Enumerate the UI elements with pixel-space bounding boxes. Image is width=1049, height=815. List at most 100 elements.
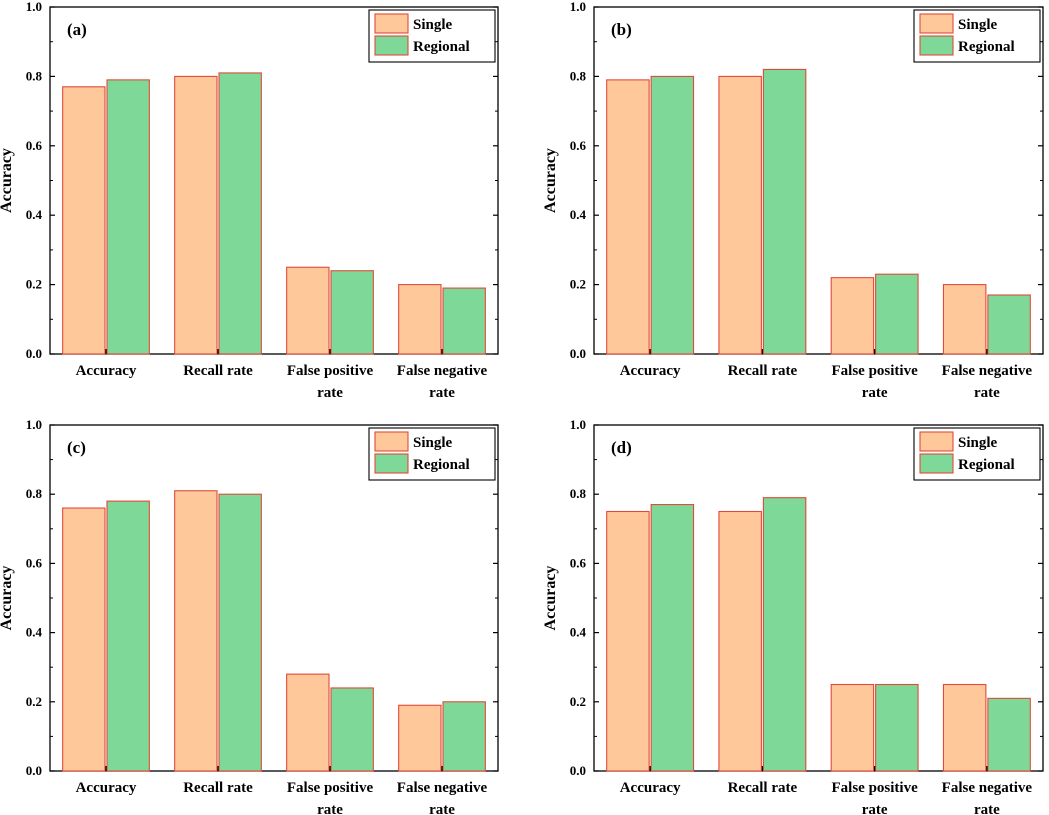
y-tick-label: 0.6	[26, 555, 43, 570]
bar-single-1: Single: 0.8	[718, 75, 762, 355]
y-tick-label: 0.4	[570, 207, 587, 222]
bar-single-1: Single: 0.75	[718, 510, 762, 772]
x-tick-label: False positive	[832, 780, 919, 796]
legend-swatch-regional	[374, 35, 409, 56]
y-tick-label: 0.2	[26, 694, 42, 709]
x-tick-label: rate	[429, 802, 455, 815]
bar-single-0: Single: 0.77	[62, 86, 106, 355]
x-tick-label: rate	[317, 802, 343, 815]
legend-label-single: Single	[413, 435, 453, 451]
bar-regional-1: Regional: 0.8	[218, 493, 262, 772]
legend-swatch-single	[919, 431, 954, 452]
legend-swatch-regional	[374, 453, 409, 474]
y-tick-label: 0.2	[570, 694, 586, 709]
legend-label-single: Single	[958, 435, 998, 451]
bar-single-0: Single: 0.76	[62, 507, 106, 772]
legend-swatch-regional	[919, 35, 954, 56]
bar-single-0: Single: 0.79	[606, 79, 650, 355]
x-tick-label: Accuracy	[76, 780, 137, 796]
y-axis-label: Accuracy	[0, 566, 15, 631]
legend-swatch-single	[374, 13, 409, 34]
y-tick-label: 1.0	[26, 0, 42, 14]
legend-swatch-single	[374, 431, 409, 452]
panel-title: (a)	[67, 20, 87, 39]
bar-regional-1: Regional: 0.82	[762, 68, 807, 355]
x-tick-label: rate	[974, 802, 1000, 815]
x-tick-label: Recall rate	[728, 780, 798, 796]
legend-label-regional: Regional	[958, 39, 1015, 55]
bar-regional-2: Regional: 0.24	[330, 270, 374, 355]
bar-regional-3: Regional: 0.19	[442, 287, 486, 355]
x-tick-label: rate	[862, 385, 888, 401]
legend-swatch-regional	[919, 453, 954, 474]
x-tick-label: Recall rate	[728, 363, 798, 379]
x-tick-label: Recall rate	[183, 363, 253, 379]
bar-regional-2: Regional: 0.23	[875, 273, 919, 355]
bar-regional-0: Regional: 0.79	[106, 79, 150, 355]
x-tick-label: False negative	[942, 363, 1033, 379]
y-tick-label: 0.8	[26, 486, 43, 501]
bar-regional-3: Regional: 0.17	[987, 294, 1031, 355]
x-tick-label: rate	[862, 802, 888, 815]
bar-single-1: Single: 0.8	[174, 75, 218, 355]
legend-label-single: Single	[958, 17, 998, 33]
bar-single-2: Single: 0.25	[286, 266, 330, 355]
y-tick-label: 0.0	[570, 346, 586, 361]
y-tick-label: 0.6	[26, 138, 43, 153]
x-tick-label: rate	[974, 385, 1000, 401]
y-axis-label: Accuracy	[542, 566, 559, 631]
x-tick-label: Accuracy	[620, 363, 681, 379]
bar-single-3: Single: 0.2	[942, 284, 987, 355]
chart-panel-b: 0.0 0.2 0.4 0.6 0.8 1.0 Accuracy (b) Single: 0.7…	[542, 0, 1044, 401]
x-tick-label: False positive	[287, 363, 374, 379]
y-tick-label: 0.8	[570, 486, 587, 501]
bar-regional-1: Regional: 0.81	[218, 72, 262, 355]
bar-regional-0: Regional: 0.8	[650, 75, 695, 355]
y-tick-label: 0.8	[570, 68, 587, 83]
chart-panel-a: 0.0 0.2 0.4 0.6 0.8 1.0 Accuracy (a) Single: 0.7…	[0, 0, 499, 401]
panel-title: (b)	[611, 20, 632, 39]
y-tick-label: 0.6	[570, 555, 587, 570]
x-tick-label: rate	[429, 385, 455, 401]
y-tick-label: 1.0	[570, 0, 586, 14]
x-tick-label: False positive	[832, 363, 919, 379]
y-tick-label: 0.2	[570, 277, 586, 292]
bar-single-3: Single: 0.19	[398, 704, 442, 772]
legend-label-regional: Regional	[413, 457, 470, 473]
y-axis-label: Accuracy	[542, 148, 559, 213]
x-tick-label: False positive	[287, 780, 374, 796]
y-tick-label: 0.4	[570, 625, 587, 640]
chart-panel-c: 0.0 0.2 0.4 0.6 0.8 1.0 Accuracy (c) Single: 0.7…	[0, 417, 499, 815]
y-tick-label: 1.0	[26, 417, 42, 432]
bar-single-3: Single: 0.25	[942, 683, 987, 772]
bar-single-3: Single: 0.2	[398, 284, 442, 355]
y-tick-label: 0.4	[26, 625, 43, 640]
bar-single-2: Single: 0.22	[830, 277, 875, 355]
legend-label-regional: Regional	[958, 457, 1015, 473]
x-tick-label: False negative	[397, 780, 488, 796]
chart-panel-d: 0.0 0.2 0.4 0.6 0.8 1.0 Accuracy (d) Single: 0.7…	[542, 417, 1044, 815]
x-tick-label: Accuracy	[76, 363, 137, 379]
bar-regional-1: Regional: 0.79	[762, 497, 807, 772]
panel-title: (d)	[611, 438, 632, 457]
y-tick-label: 0.2	[26, 277, 42, 292]
panel-title: (c)	[67, 438, 86, 457]
legend-label-single: Single	[413, 17, 453, 33]
y-axis-label: Accuracy	[0, 148, 15, 213]
legend-label-regional: Regional	[413, 39, 470, 55]
bar-regional-3: Regional: 0.21	[987, 697, 1031, 772]
bar-single-0: Single: 0.75	[606, 510, 650, 772]
x-tick-label: False negative	[397, 363, 488, 379]
x-tick-label: False negative	[942, 780, 1033, 796]
bar-regional-0: Regional: 0.77	[650, 504, 695, 772]
y-tick-label: 0.4	[26, 207, 43, 222]
bar-single-1: Single: 0.81	[174, 490, 218, 772]
bar-regional-2: Regional: 0.24	[330, 687, 374, 772]
y-tick-label: 1.0	[570, 417, 586, 432]
bar-regional-2: Regional: 0.25	[875, 683, 919, 772]
y-tick-label: 0.0	[26, 346, 42, 361]
x-tick-label: Recall rate	[183, 780, 253, 796]
bar-regional-0: Regional: 0.78	[106, 500, 150, 772]
y-tick-label: 0.0	[570, 763, 586, 778]
